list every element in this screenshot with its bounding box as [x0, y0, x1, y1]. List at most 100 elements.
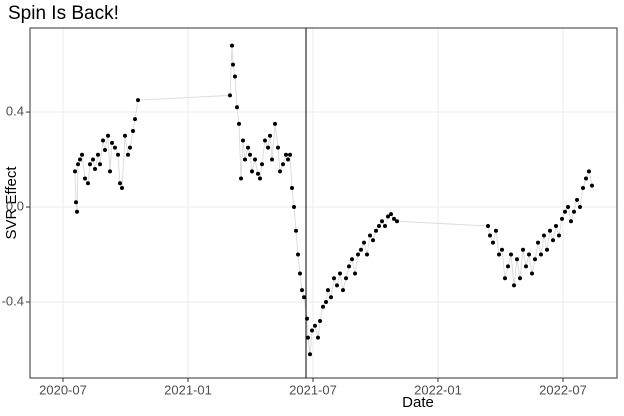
point — [288, 152, 292, 157]
point — [243, 157, 247, 162]
point — [256, 171, 260, 176]
point — [116, 152, 120, 157]
point — [316, 335, 320, 340]
point — [276, 145, 280, 150]
point — [273, 121, 277, 126]
point — [73, 169, 77, 174]
point — [395, 219, 399, 224]
y-tick-label: -0.4 — [2, 293, 24, 308]
point — [557, 233, 561, 238]
point — [512, 283, 516, 288]
point — [260, 162, 264, 167]
point — [268, 133, 272, 138]
x-axis-label: Date — [402, 394, 434, 411]
point — [123, 133, 127, 138]
point — [383, 224, 387, 229]
point — [308, 352, 312, 357]
point — [386, 214, 390, 219]
point — [350, 257, 354, 262]
point — [521, 247, 525, 252]
point — [98, 162, 102, 167]
point — [587, 169, 591, 174]
point — [128, 145, 132, 150]
point — [392, 216, 396, 221]
point — [83, 176, 87, 181]
y-tick-label: 0.0 — [6, 198, 24, 213]
point — [103, 148, 107, 153]
point — [101, 138, 105, 143]
point — [362, 240, 366, 245]
point — [246, 145, 250, 150]
x-tick-label: 2020-07 — [39, 382, 87, 397]
point — [305, 316, 309, 321]
point — [560, 216, 564, 221]
point — [281, 162, 285, 167]
point — [515, 257, 519, 262]
y-tick-label: 0.4 — [6, 103, 24, 118]
point — [231, 62, 235, 67]
point — [263, 138, 267, 143]
point — [324, 300, 328, 305]
point — [509, 252, 513, 257]
point — [584, 176, 588, 181]
point — [80, 152, 84, 157]
point — [536, 240, 540, 245]
point — [545, 247, 549, 252]
point — [74, 200, 78, 205]
point — [563, 209, 567, 214]
point — [335, 283, 339, 288]
x-tick-label: 2021-07 — [289, 382, 337, 397]
point — [341, 288, 345, 293]
point — [302, 295, 306, 300]
point — [306, 335, 310, 340]
point — [581, 186, 585, 191]
point — [359, 247, 363, 252]
point — [530, 271, 534, 276]
point — [380, 219, 384, 224]
point — [491, 240, 495, 245]
point — [321, 304, 325, 309]
point — [237, 121, 241, 126]
point — [133, 117, 137, 122]
x-tick-label: 2022-01 — [414, 382, 462, 397]
point — [266, 145, 270, 150]
point — [365, 252, 369, 257]
point — [91, 157, 95, 162]
point — [110, 140, 114, 145]
chart-title: Spin Is Back! — [8, 3, 119, 24]
point — [569, 219, 573, 224]
point — [253, 157, 257, 162]
point — [329, 295, 333, 300]
point — [539, 252, 543, 257]
point — [318, 319, 322, 324]
point — [486, 224, 490, 229]
point — [503, 276, 507, 281]
point — [548, 228, 552, 233]
point — [108, 169, 112, 174]
point — [96, 152, 100, 157]
y-axis-label: SVR Effect — [3, 166, 20, 240]
point — [575, 197, 579, 202]
point — [347, 264, 351, 269]
point — [374, 228, 378, 233]
point — [126, 152, 130, 157]
point — [286, 157, 290, 162]
point — [106, 133, 110, 138]
point — [290, 186, 294, 191]
point — [136, 98, 140, 103]
point — [506, 264, 510, 269]
point — [76, 162, 80, 167]
point — [78, 157, 82, 162]
point — [296, 252, 300, 257]
point — [235, 105, 239, 110]
point — [524, 264, 528, 269]
x-tick-label: 2022-07 — [539, 382, 587, 397]
point — [250, 169, 254, 174]
point — [228, 93, 232, 98]
point — [230, 43, 234, 48]
point — [313, 323, 317, 328]
point — [371, 238, 375, 243]
point — [120, 186, 124, 191]
point — [578, 205, 582, 210]
